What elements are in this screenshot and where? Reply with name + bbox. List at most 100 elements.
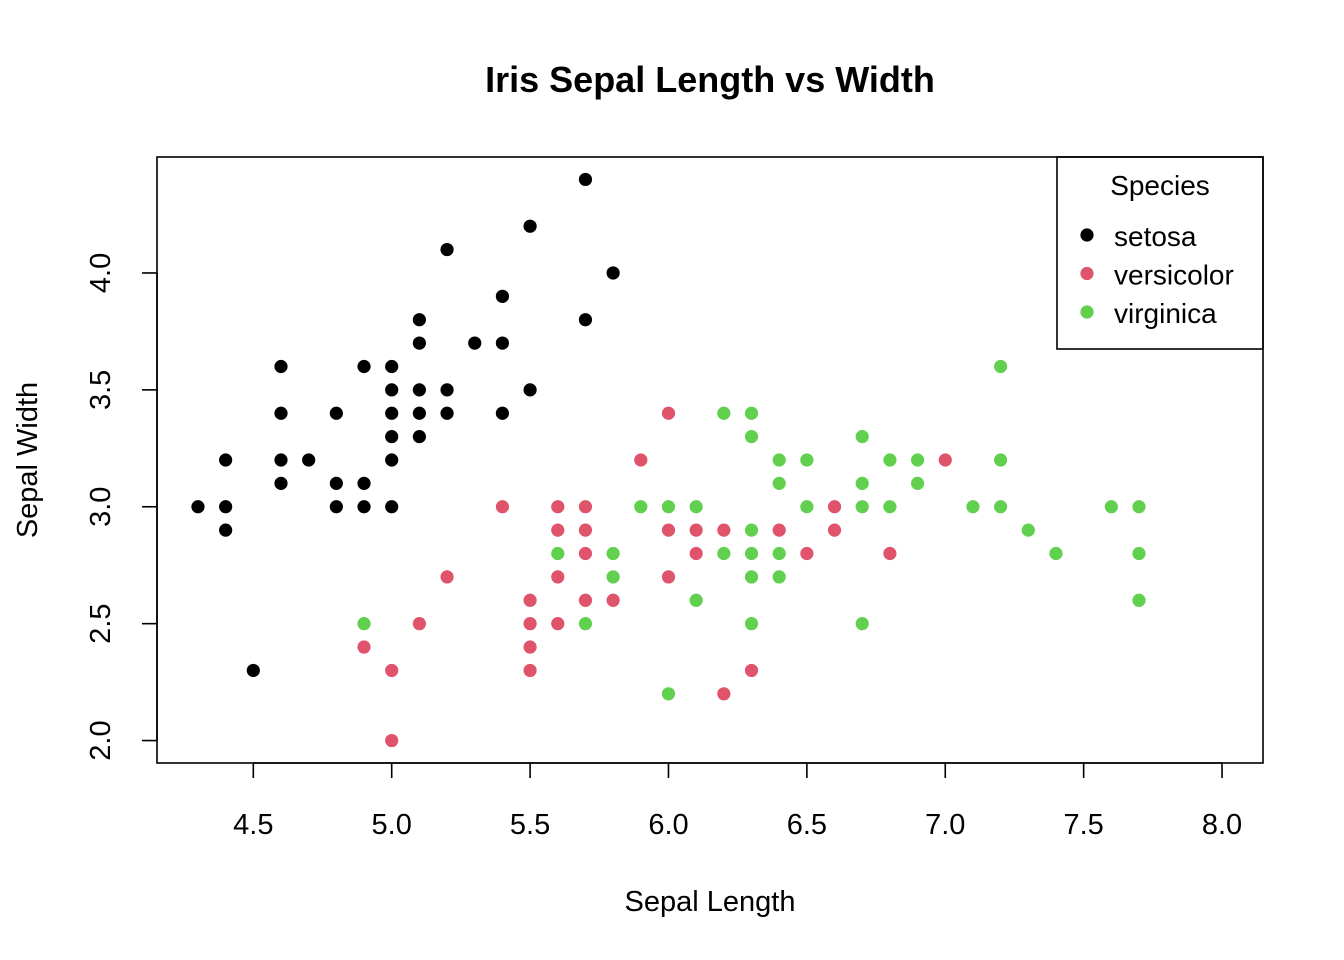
data-point-versicolor [385, 733, 399, 748]
data-point-virginica [855, 430, 869, 444]
legend-box [1056, 156, 1264, 350]
data-point-setosa [246, 663, 260, 678]
y-axis: 2.0 2.5 3.0 3.5 4.0 [85, 253, 158, 761]
data-point-setosa [191, 500, 205, 514]
data-point-versicolor [523, 593, 537, 607]
data-point-setosa [219, 523, 233, 537]
data-point-virginica [855, 500, 869, 514]
data-point-setosa [412, 313, 426, 327]
data-point-versicolor [385, 663, 399, 678]
data-point-setosa [412, 383, 426, 397]
y-axis-title: Sepal Width [12, 382, 44, 538]
data-point-setosa [219, 500, 233, 514]
data-point-virginica [772, 570, 786, 584]
data-point-setosa [385, 453, 399, 467]
data-point-virginica [772, 476, 786, 490]
plot-frame [156, 156, 1264, 764]
data-point-setosa [412, 430, 426, 444]
data-point-virginica [357, 617, 371, 631]
data-point-versicolor [827, 523, 842, 537]
data-point-versicolor [578, 523, 593, 537]
legend-title: Species [1110, 170, 1210, 201]
data-point-virginica [1104, 500, 1118, 514]
data-point-virginica [717, 546, 731, 561]
x-tick-label: 5.0 [372, 809, 412, 841]
data-point-virginica [1132, 500, 1146, 514]
data-point-virginica [910, 453, 925, 467]
data-point-versicolor [883, 546, 897, 561]
legend-marker-virginica [1080, 305, 1094, 319]
data-point-virginica [744, 523, 759, 537]
data-point-versicolor [800, 546, 814, 561]
data-point-virginica [1132, 546, 1146, 561]
data-point-setosa [412, 406, 426, 420]
legend: Species setosa versicolor virginica [1056, 156, 1264, 350]
data-point-setosa [274, 359, 288, 374]
data-point-setosa [357, 476, 371, 490]
data-point-setosa [385, 406, 399, 420]
data-point-versicolor [717, 523, 731, 537]
data-point-virginica [855, 476, 869, 490]
data-point-setosa [219, 453, 233, 467]
data-point-virginica [744, 570, 759, 584]
data-point-setosa [329, 406, 343, 420]
data-point-virginica [1049, 546, 1063, 561]
data-point-virginica [772, 546, 786, 561]
data-point-virginica [744, 430, 759, 444]
legend-label-versicolor: versicolor [1114, 260, 1234, 291]
data-point-virginica [855, 617, 869, 631]
data-point-versicolor [551, 617, 565, 631]
data-point-setosa [274, 406, 288, 420]
data-point-versicolor [523, 640, 537, 654]
data-point-setosa [329, 476, 343, 490]
data-point-versicolor [495, 500, 510, 514]
data-point-virginica [661, 500, 676, 514]
x-axis: 4.5 5.0 5.5 6.0 6.5 7.0 7.5 8.0 [233, 762, 1242, 841]
x-tick-label: 6.0 [648, 809, 688, 841]
y-tick-label: 3.5 [85, 370, 117, 410]
data-point-setosa [274, 476, 288, 490]
data-point-virginica [606, 546, 620, 561]
data-point-virginica [800, 500, 814, 514]
data-points [191, 172, 1146, 748]
data-point-versicolor [744, 663, 759, 678]
data-point-setosa [412, 336, 426, 350]
data-point-versicolor [412, 617, 426, 631]
data-point-setosa [274, 453, 288, 467]
data-point-versicolor [827, 500, 842, 514]
data-point-setosa [578, 313, 593, 327]
x-tick-label: 7.0 [925, 809, 965, 841]
data-point-virginica [800, 453, 814, 467]
data-point-setosa [495, 406, 510, 420]
data-point-virginica [966, 500, 980, 514]
data-point-versicolor [689, 523, 703, 537]
data-point-versicolor [578, 546, 593, 561]
data-point-virginica [772, 453, 786, 467]
data-point-setosa [329, 500, 343, 514]
data-point-virginica [551, 546, 565, 561]
data-point-setosa [495, 336, 510, 350]
x-tick-label: 8.0 [1202, 809, 1242, 841]
data-point-versicolor [717, 687, 731, 701]
data-point-versicolor [772, 523, 786, 537]
data-point-versicolor [661, 570, 676, 584]
data-point-versicolor [661, 523, 676, 537]
data-point-virginica [1021, 523, 1035, 537]
data-point-versicolor [551, 500, 565, 514]
data-point-versicolor [938, 453, 952, 467]
data-point-setosa [523, 383, 537, 397]
legend-marker-versicolor [1080, 266, 1094, 281]
data-point-setosa [523, 219, 537, 233]
data-point-virginica [994, 453, 1008, 467]
data-point-versicolor [551, 570, 565, 584]
data-point-virginica [744, 617, 759, 631]
data-point-setosa [385, 430, 399, 444]
data-point-virginica [994, 500, 1008, 514]
data-point-setosa [357, 359, 371, 374]
data-point-virginica [578, 617, 593, 631]
data-point-setosa [440, 242, 454, 257]
data-point-setosa [385, 359, 399, 374]
x-tick-label: 5.5 [510, 809, 550, 841]
data-point-virginica [744, 546, 759, 561]
